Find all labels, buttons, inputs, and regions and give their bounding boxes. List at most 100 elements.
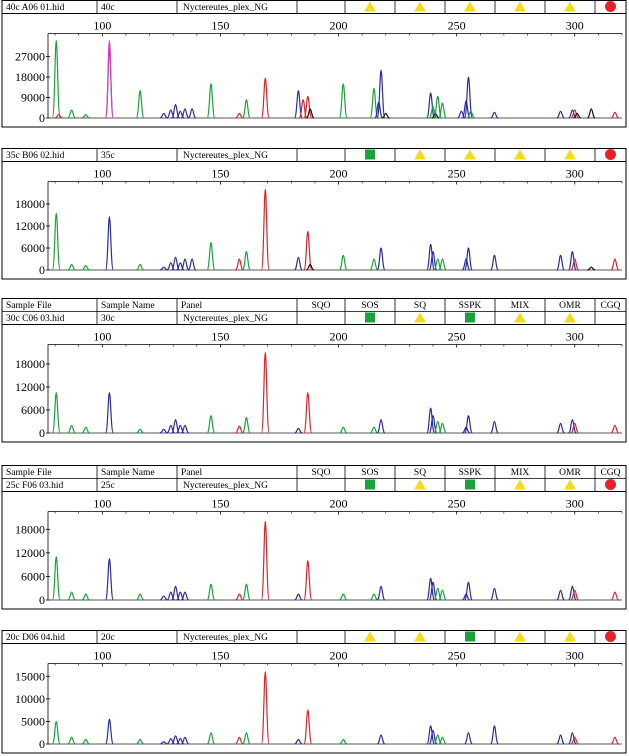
peak-green — [438, 258, 447, 271]
yellow-triangle-flag-icon — [564, 479, 576, 490]
x-tick-label: 250 — [448, 19, 466, 33]
plot-frame — [1, 161, 627, 280]
peak-black — [573, 112, 582, 119]
peak-blue — [426, 577, 436, 601]
peak-red — [260, 671, 270, 745]
plot-frame — [1, 643, 627, 754]
peak-green — [81, 426, 90, 434]
peak-blue — [567, 251, 577, 271]
peak-green — [438, 102, 447, 119]
peak-black — [587, 108, 596, 119]
panel-name: Nyctereutes_plex_NG — [183, 3, 268, 13]
sample-panel-20c: 20c D06 04.hid 20c Nyctereutes_plex_NG 100 1… — [1, 630, 627, 754]
x-tick-label: 100 — [93, 167, 111, 181]
peak-red — [570, 736, 579, 745]
peak-green — [339, 593, 348, 601]
x-tick-label: 100 — [93, 649, 111, 663]
peak-red — [235, 112, 244, 119]
x-tick-label: 300 — [566, 649, 584, 663]
peak-blue — [376, 585, 386, 601]
peak-blue — [159, 112, 168, 119]
peak-blue — [490, 254, 499, 271]
y-tick-label: 15000 — [15, 669, 45, 683]
peak-red — [235, 425, 244, 434]
green-square-flag-icon — [465, 631, 475, 642]
x-tick-label: 200 — [330, 497, 348, 511]
peak-green — [241, 583, 251, 601]
y-tick-label: 0 — [39, 263, 45, 277]
peak-red — [570, 109, 579, 119]
peak-blue — [426, 725, 436, 745]
header-label: SQO — [311, 468, 330, 478]
header-label: MIX — [511, 301, 530, 311]
peak-green — [242, 732, 251, 745]
peak-blue — [180, 591, 190, 601]
panel-name: Nyctereutes_plex_NG — [183, 481, 268, 491]
header-table — [1, 148, 627, 162]
header-label: Sample File — [6, 468, 52, 478]
peak-red — [303, 709, 313, 745]
peak-blue — [490, 725, 499, 745]
x-tick-label: 150 — [211, 497, 229, 511]
peak-blue — [426, 92, 436, 119]
header-label: SSPK — [459, 301, 482, 311]
peak-blue — [464, 581, 473, 601]
x-tick-label: 100 — [93, 330, 111, 344]
peak-blue — [568, 732, 577, 745]
peak-red — [235, 593, 244, 601]
peak-blue — [180, 108, 190, 119]
yellow-triangle-flag-icon — [464, 1, 476, 12]
peak-green — [369, 593, 379, 601]
peak-red — [235, 736, 244, 745]
yellow-triangle-flag-icon — [564, 149, 576, 160]
peak-blue — [490, 111, 499, 119]
y-tick-label: 18000 — [15, 357, 45, 371]
x-tick-label: 200 — [330, 167, 348, 181]
sample-file: 25c F06 03.hid — [6, 481, 64, 491]
peak-blue — [104, 558, 114, 601]
peak-green — [136, 738, 145, 745]
sample-panel-25c: Sample File Sample Name Panel SQO SOS SQ SSPK M… — [1, 465, 627, 610]
peak-green — [136, 263, 145, 271]
peak-green — [67, 263, 76, 271]
yellow-triangle-flag-icon — [514, 1, 526, 12]
x-tick-label: 300 — [566, 19, 584, 33]
y-tick-label: 0 — [39, 111, 45, 125]
panel-name: Nyctereutes_plex_NG — [183, 151, 268, 161]
yellow-triangle-flag-icon — [514, 631, 526, 642]
sample-panel-30c: Sample File Sample Name Panel SQO SOS SQ SSPK M… — [1, 298, 627, 443]
x-tick-label: 250 — [448, 497, 466, 511]
peak-blue — [567, 418, 577, 434]
header-label: Sample Name — [101, 301, 155, 311]
green-square-flag-icon — [465, 479, 475, 490]
yellow-triangle-flag-icon — [414, 1, 426, 12]
header-label: Sample Name — [101, 468, 155, 478]
sample-name: 40c — [101, 3, 115, 13]
peak-blue — [180, 736, 190, 745]
sample-name: 25c — [101, 481, 115, 491]
peak-green — [241, 251, 251, 271]
yellow-triangle-flag-icon — [514, 149, 526, 160]
peak-green — [51, 212, 61, 271]
peak-blue — [187, 108, 197, 119]
header-table — [1, 0, 627, 14]
peak-green — [51, 556, 61, 601]
peak-blue — [556, 422, 565, 434]
y-tick-label: 0 — [39, 593, 45, 607]
peak-red — [303, 392, 313, 434]
peak-green — [339, 738, 348, 745]
panel-name: Nyctereutes_plex_NG — [183, 633, 268, 643]
peak-blue — [187, 258, 197, 271]
yellow-triangle-flag-icon — [414, 631, 426, 642]
peak-green — [241, 99, 251, 119]
peak-green — [67, 424, 76, 434]
header-label: Sample File — [6, 301, 52, 311]
peak-blue — [461, 100, 471, 119]
yellow-triangle-flag-icon — [514, 312, 526, 323]
peak-red — [610, 258, 620, 271]
peak-green — [438, 736, 447, 745]
y-tick-label: 6000 — [21, 241, 45, 255]
peak-blue — [556, 110, 565, 119]
header-label: CGQ — [600, 468, 620, 478]
